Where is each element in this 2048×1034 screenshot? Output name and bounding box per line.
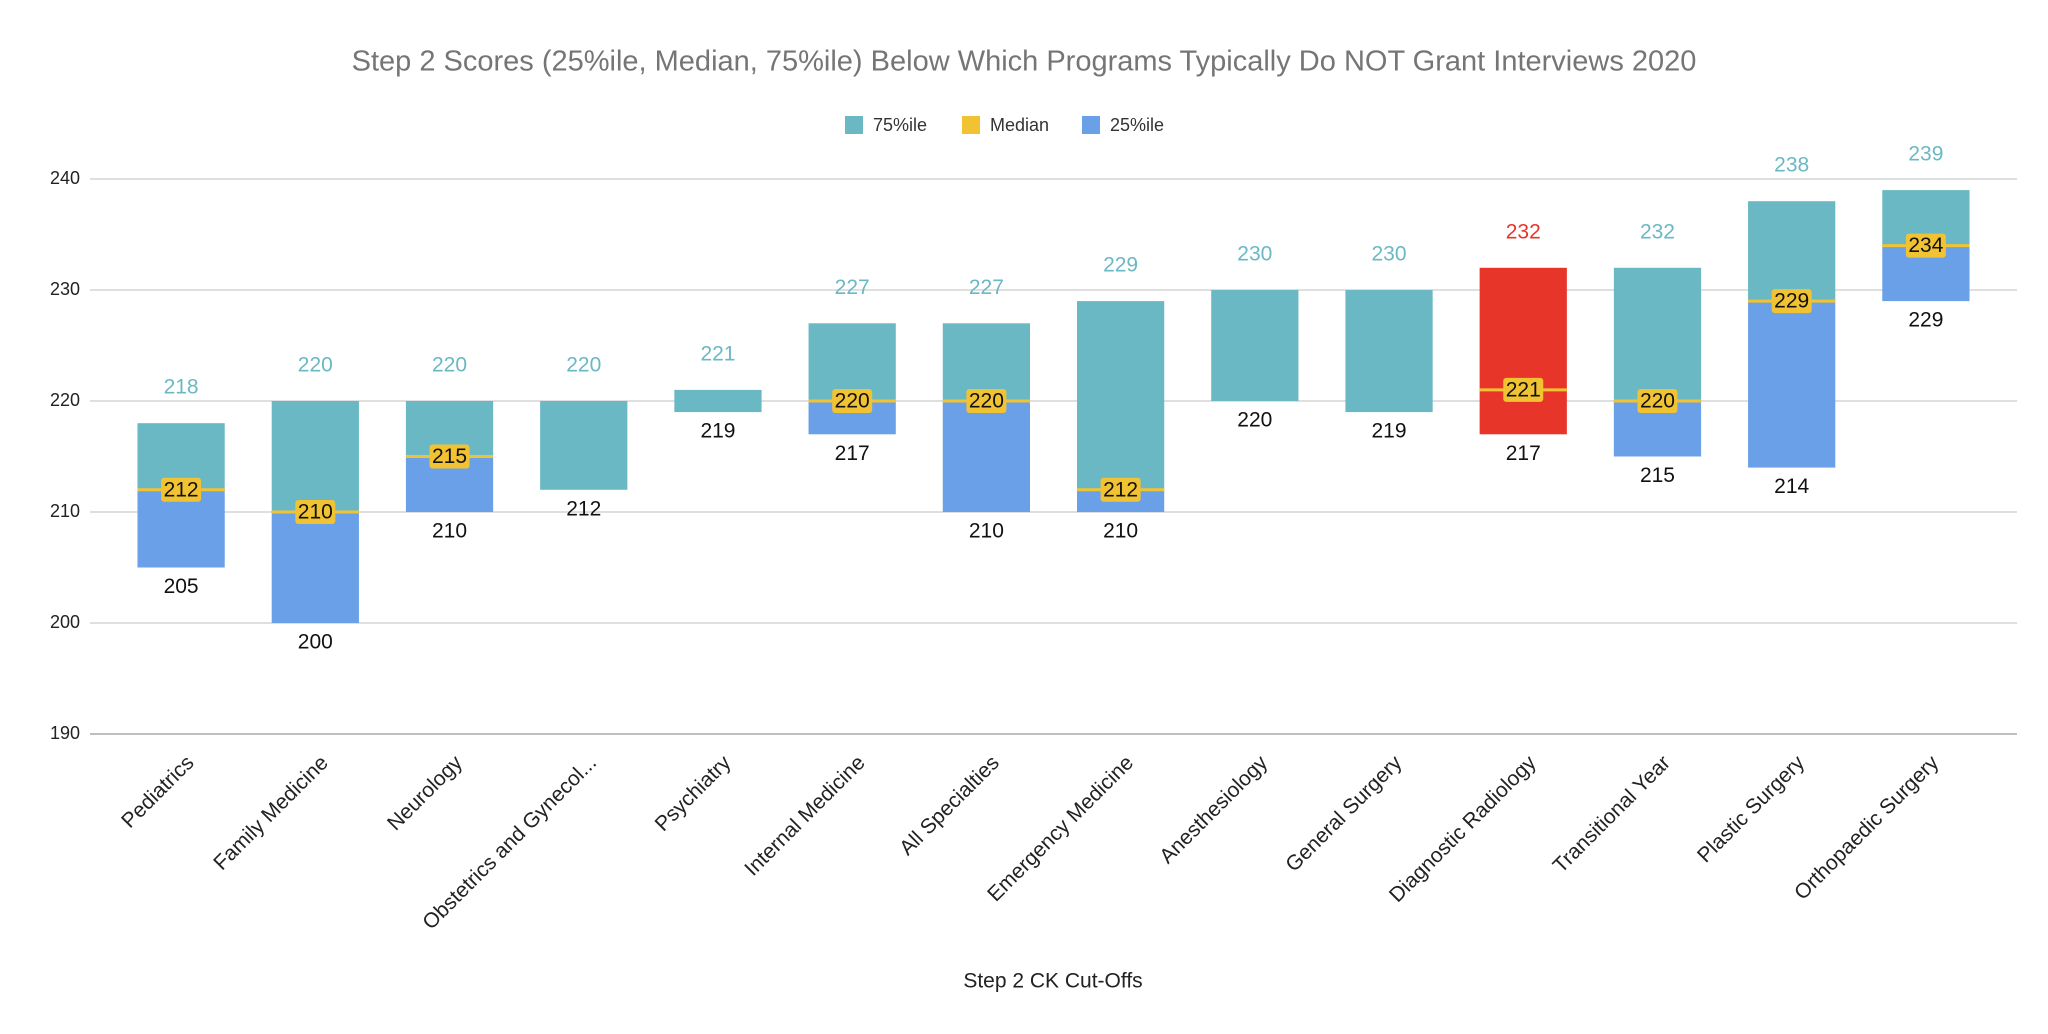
bar-upper [1479,267,1567,390]
value-label-25: 205 [164,575,199,598]
median-label-bg [161,477,202,502]
median-label: 234 [1908,234,1943,257]
median-label: 220 [835,390,870,413]
value-label-25: 219 [700,420,735,443]
chart-title: Step 2 Scores (25%ile, Median, 75%ile) B… [352,46,1697,78]
median-label: 210 [298,501,333,524]
y-tick-label: 210 [50,501,80,521]
value-label-75: 220 [566,354,601,377]
y-tick-label: 240 [50,168,80,188]
y-tick-label: 220 [50,390,80,410]
bar-upper [674,389,762,413]
value-label-25: 210 [969,520,1004,543]
median-label: 212 [164,478,199,501]
bar-lower [271,512,359,623]
value-label-75: 227 [969,276,1004,299]
value-label-75: 232 [1506,220,1541,243]
legend-swatch [962,116,980,134]
bar-upper [271,401,359,512]
median-label-bg [1637,389,1678,413]
y-tick-label: 200 [50,612,80,632]
legend-swatch [845,116,863,134]
value-label-25: 214 [1774,475,1809,498]
value-label-25: 200 [298,631,333,654]
value-label-25: 229 [1908,309,1943,332]
bar-upper [540,401,628,490]
value-label-25: 215 [1640,464,1675,487]
median-label: 212 [1103,478,1138,501]
y-tick-label: 190 [50,723,80,743]
value-label-25: 212 [566,497,601,520]
median-label-bg [429,444,470,469]
y-tick-label: 230 [50,279,80,299]
value-label-25: 220 [1237,409,1272,432]
value-label-25: 219 [1372,420,1407,443]
legend-label: 75%ile [873,115,927,135]
median-label-bg [1905,233,1946,258]
value-label-75: 218 [164,376,199,399]
value-label-75: 221 [700,342,735,365]
value-label-25: 217 [1506,442,1541,465]
bar-upper [1613,267,1702,401]
value-label-75: 239 [1908,143,1943,166]
value-label-25: 210 [1103,520,1138,543]
median-label: 215 [432,445,467,468]
bar-lower [942,401,1031,512]
value-label-75: 230 [1237,243,1272,266]
median-label: 229 [1774,290,1809,313]
value-label-75: 229 [1103,254,1138,277]
bar-upper [1345,290,1433,413]
value-label-75: 238 [1774,154,1809,177]
value-label-25: 210 [432,520,467,543]
median-label-bg [966,389,1007,413]
value-label-75: 220 [432,354,467,377]
bar-lower [1748,301,1836,468]
median-label-bg [295,500,336,524]
median-label-bg [832,389,873,413]
value-label-75: 230 [1372,243,1407,266]
legend-swatch [1082,116,1100,134]
bar-upper [942,323,1031,401]
bar-lower [137,489,225,568]
bar-upper [1748,201,1836,302]
median-label: 220 [1640,390,1675,413]
median-label-bg [1503,377,1544,402]
value-label-75: 220 [298,354,333,377]
bar-upper [1211,290,1299,401]
x-axis-title: Step 2 CK Cut-Offs [963,970,1142,993]
legend-label: 25%ile [1110,115,1164,135]
value-label-25: 217 [835,442,870,465]
bar-upper [808,323,896,401]
median-label: 220 [969,390,1004,413]
median-label-bg [1100,477,1141,502]
bar-upper [1076,301,1165,490]
median-label: 221 [1506,378,1541,401]
value-label-75: 232 [1640,220,1675,243]
value-label-75: 227 [835,276,870,299]
legend-label: Median [990,115,1049,135]
median-label-bg [1771,289,1812,314]
